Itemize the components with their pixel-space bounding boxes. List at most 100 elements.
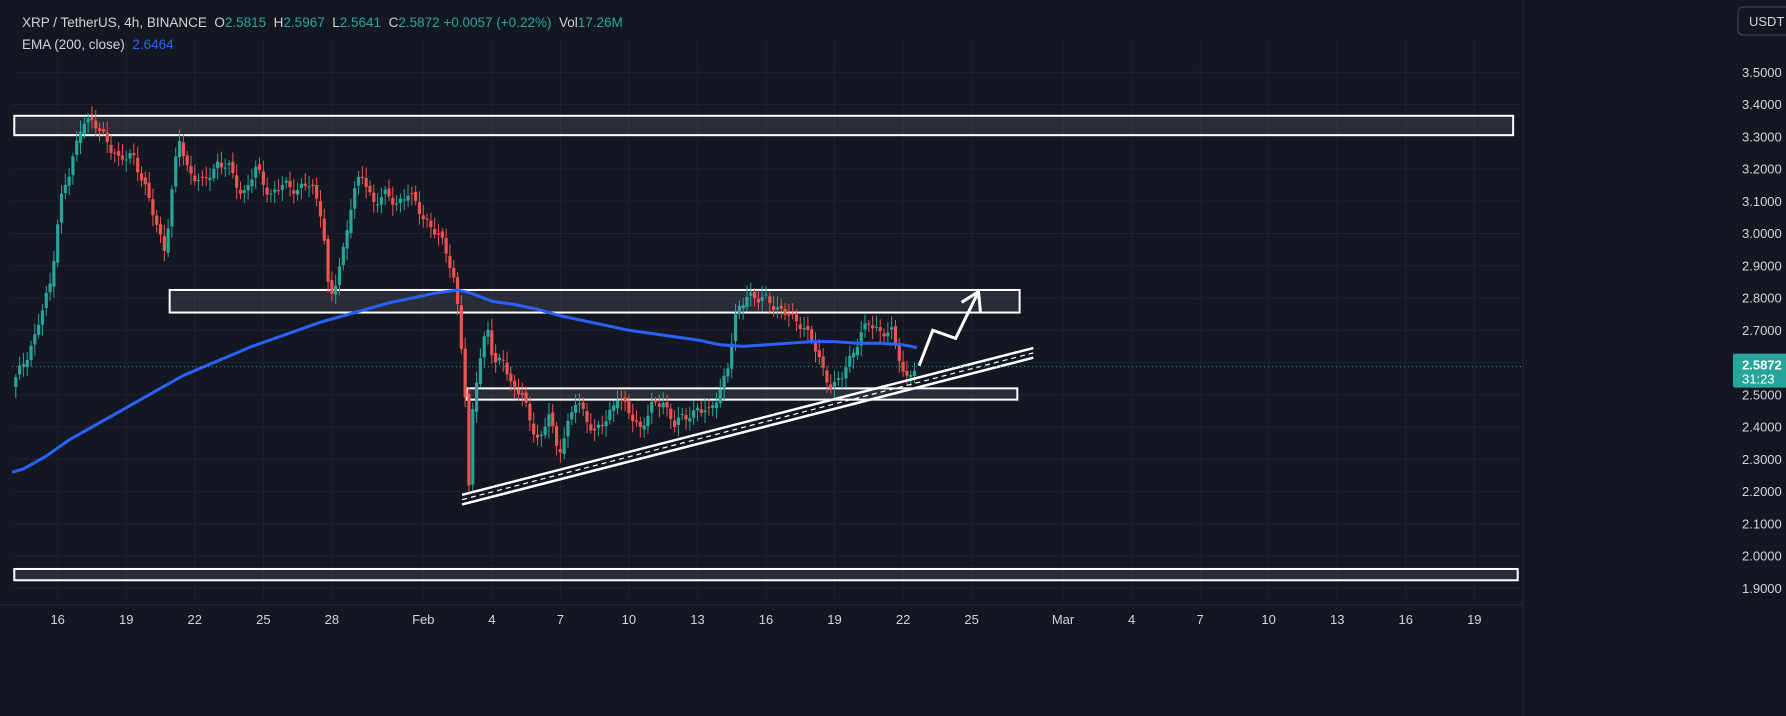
- candle-body: [840, 378, 844, 380]
- candle-body: [276, 190, 281, 192]
- candle-body: [669, 408, 673, 419]
- candle-body: [67, 176, 71, 186]
- zone-rectangle: [465, 387, 1019, 401]
- candle-body: [246, 185, 250, 191]
- candle-body: [764, 294, 768, 296]
- candle-body: [851, 352, 856, 358]
- candle-body: [318, 201, 323, 217]
- candle-body: [303, 183, 307, 187]
- candle-body: [330, 280, 334, 294]
- candle-body: [124, 159, 128, 161]
- candle-body: [494, 353, 498, 363]
- candle-body: [296, 189, 300, 195]
- candle-body: [486, 329, 490, 337]
- candle-body: [170, 189, 174, 227]
- candle-body: [273, 189, 277, 193]
- candle-body: [117, 150, 121, 156]
- legend-ema-label[interactable]: EMA (200, close): [22, 37, 125, 52]
- candle-body: [813, 341, 818, 352]
- candle-body: [707, 407, 711, 409]
- candle-body: [56, 224, 60, 263]
- candle-body: [14, 377, 18, 388]
- candle-body: [71, 156, 75, 176]
- candle-body: [642, 425, 646, 430]
- candle-body: [398, 198, 403, 204]
- candle-body: [912, 370, 917, 376]
- candle-body: [349, 209, 353, 234]
- badge-countdown: 31:23: [1742, 372, 1775, 387]
- candle-body: [760, 296, 764, 301]
- price-axis[interactable]: 3.5000 3.4000 3.3000 3.2000 3.1000 3.0000 2.90…: [1742, 65, 1782, 596]
- candle-body: [128, 153, 132, 159]
- y-tick-label: 3.5000: [1742, 65, 1782, 80]
- candle-body: [505, 362, 509, 375]
- candle-body: [467, 394, 471, 486]
- candle-body: [97, 128, 102, 131]
- legend-symbol[interactable]: XRP / TetherUS, 4h, BINANCE: [22, 15, 207, 30]
- badge-price: 2.5872: [1742, 358, 1782, 373]
- candle-body: [604, 421, 608, 427]
- candle-body: [882, 333, 886, 337]
- candle-body: [307, 186, 311, 188]
- candlestick-series: [14, 106, 917, 495]
- candle-body: [551, 412, 555, 427]
- candle-body: [452, 268, 456, 278]
- x-tick-label: 4: [1128, 612, 1135, 627]
- candle-body: [269, 193, 273, 195]
- candle-body: [836, 378, 840, 380]
- candle-body: [33, 334, 37, 345]
- candle-body: [261, 171, 265, 185]
- candle-body: [608, 409, 612, 421]
- candle-body: [196, 180, 201, 182]
- candle-body: [474, 382, 479, 412]
- candle-body: [433, 228, 437, 235]
- currency-button[interactable]: USDT: [1737, 6, 1786, 36]
- x-tick-label: 10: [622, 612, 636, 627]
- candle-body: [581, 402, 585, 409]
- candle-body: [82, 123, 86, 135]
- legend-close-label: C: [388, 15, 399, 30]
- candle-body: [726, 368, 730, 377]
- x-tick-label: 16: [1399, 612, 1413, 627]
- candle-body: [524, 392, 528, 403]
- candle-body: [855, 346, 859, 356]
- candle-body: [113, 152, 117, 154]
- candle-body: [688, 418, 692, 422]
- candle-body: [208, 177, 212, 181]
- candle-body: [21, 364, 26, 367]
- x-tick-label: 19: [1467, 612, 1481, 627]
- candle-body: [646, 415, 650, 427]
- candle-body: [798, 324, 802, 329]
- candle-body: [185, 155, 189, 166]
- candle-body: [212, 168, 216, 179]
- candle-body: [783, 308, 787, 315]
- candle-body: [890, 327, 894, 330]
- legend-volume-value: 17.26M: [577, 15, 623, 30]
- candle-body: [345, 230, 349, 249]
- candle-body: [791, 313, 795, 315]
- legend-open-value: 2.5815: [224, 15, 267, 30]
- candle-body: [775, 307, 780, 310]
- candle-body: [901, 361, 905, 372]
- candle-body: [482, 336, 486, 358]
- x-tick-label: 4: [488, 612, 495, 627]
- x-tick-label: 7: [557, 612, 564, 627]
- candle-body: [772, 306, 776, 310]
- candle-body: [315, 185, 319, 199]
- candle-body: [59, 193, 64, 223]
- candle-body: [741, 305, 745, 309]
- ema-line: [11, 288, 918, 474]
- legend-ohlc-row: XRP / TetherUS, 4h, BINANCE O2.5815 H2.5…: [22, 12, 623, 34]
- candle-body: [497, 357, 502, 361]
- candle-body: [292, 190, 296, 194]
- candle-body: [558, 449, 562, 453]
- ascending-trendline: [12, 346, 1523, 506]
- candle-body: [288, 180, 292, 188]
- zone-rectangle: [13, 567, 1519, 582]
- grid-lines: [0, 0, 1524, 716]
- candle-body: [905, 370, 909, 376]
- time-axis[interactable]: 16 19 22 25 28 Feb 4 7 10 13 16 19 22 25 Mar 4 7 10 13 16 19: [50, 612, 1481, 627]
- candle-body: [817, 350, 821, 358]
- x-tick-label: 19: [119, 612, 133, 627]
